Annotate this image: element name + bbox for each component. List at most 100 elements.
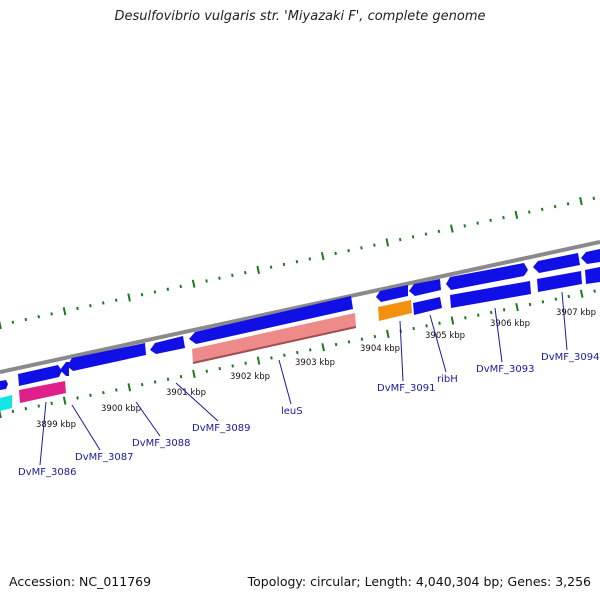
ruler-tick bbox=[514, 210, 519, 219]
ruler-tick bbox=[386, 329, 390, 338]
ruler-tick bbox=[450, 316, 455, 325]
ruler-tick bbox=[127, 293, 131, 302]
ruler-tick bbox=[579, 196, 583, 206]
ruler-tick bbox=[218, 366, 222, 371]
gene-magenta[interactable] bbox=[19, 381, 66, 403]
gene-arrow[interactable] bbox=[537, 271, 582, 292]
ruler-tick bbox=[438, 321, 441, 325]
ruler-tick bbox=[566, 202, 570, 206]
gene-label[interactable]: ribH bbox=[437, 374, 458, 385]
ruler-tick bbox=[424, 232, 428, 236]
gene-arrow[interactable] bbox=[0, 380, 8, 390]
gene-arrow[interactable] bbox=[67, 343, 146, 371]
ruler-tick bbox=[62, 396, 67, 405]
ruler-tick bbox=[270, 356, 273, 360]
ruler-tick bbox=[554, 297, 558, 301]
ruler-tick bbox=[295, 259, 299, 264]
ruler-tick bbox=[398, 237, 402, 242]
gene-cyan[interactable] bbox=[0, 395, 12, 411]
gene-arrow[interactable] bbox=[376, 285, 408, 302]
ruler-tick bbox=[243, 270, 247, 275]
gene-label[interactable]: DvMF_3087 bbox=[75, 452, 133, 463]
gene-arrow[interactable] bbox=[446, 263, 528, 290]
tick-label: 3907 kbp bbox=[556, 308, 596, 318]
ruler-tick bbox=[37, 315, 41, 319]
gene-arrow[interactable] bbox=[585, 267, 600, 284]
ruler-tick bbox=[320, 252, 325, 261]
genome-backbone bbox=[0, 240, 600, 374]
ruler-tick bbox=[89, 393, 92, 397]
ruler-tick bbox=[489, 218, 492, 223]
label-leaders bbox=[39, 291, 568, 466]
ruler-tick bbox=[205, 279, 208, 283]
ruler-tick bbox=[308, 348, 312, 352]
ruler-tick bbox=[373, 243, 376, 247]
genome-summary-text: Topology: circular; Length: 4,040,304 bp… bbox=[247, 574, 591, 589]
ruler-tick bbox=[140, 382, 144, 387]
ruler-tick bbox=[476, 221, 479, 225]
gene-track-inner bbox=[0, 267, 600, 411]
gene-arrow[interactable] bbox=[533, 253, 580, 273]
ruler-tick bbox=[140, 293, 144, 297]
ruler-tick bbox=[347, 248, 350, 253]
ruler-tick bbox=[205, 369, 209, 373]
ruler-tick bbox=[282, 262, 286, 267]
ruler-tick bbox=[489, 310, 493, 315]
gene-label[interactable]: DvMF_3091 bbox=[377, 383, 435, 394]
ruler-tick bbox=[0, 320, 2, 330]
gene-label[interactable]: DvMF_3086 bbox=[18, 467, 76, 478]
tick-label: 3904 kbp bbox=[360, 344, 400, 354]
gene-label[interactable]: DvMF_3089 bbox=[192, 423, 250, 434]
ruler-tick bbox=[593, 289, 596, 293]
gene-leuS[interactable] bbox=[192, 313, 356, 363]
ruler-tick bbox=[360, 337, 364, 341]
gene-arrow[interactable] bbox=[18, 365, 62, 386]
ruler-tick bbox=[24, 317, 28, 322]
ruler-tick bbox=[502, 215, 505, 220]
ruler-tick bbox=[50, 312, 53, 316]
ruler-tick bbox=[89, 304, 92, 308]
ruler-tick bbox=[191, 279, 196, 288]
ruler-tick bbox=[360, 246, 363, 250]
gene-arrow[interactable] bbox=[581, 249, 600, 264]
ruler-tick bbox=[50, 401, 53, 405]
ruler-tick bbox=[528, 302, 532, 307]
ruler-tick bbox=[166, 377, 170, 381]
gene-arrow[interactable] bbox=[450, 281, 531, 308]
ruler-tick bbox=[62, 307, 67, 316]
ruler-tick bbox=[127, 383, 132, 392]
map-title: Desulfovibrio vulgaris str. 'Miyazaki F'… bbox=[114, 9, 486, 24]
gene-arrow[interactable] bbox=[413, 297, 442, 315]
gene-arrow[interactable] bbox=[150, 336, 185, 354]
tick-label: 3900 kbp bbox=[101, 404, 141, 414]
tick-label: 3906 kbp bbox=[490, 319, 530, 329]
ruler-tick bbox=[231, 273, 234, 278]
kbp-tick-labels: 3899 kbp 3900 kbp 3901 kbp 3902 kbp 3903… bbox=[36, 308, 596, 430]
ruler-tick bbox=[541, 300, 545, 304]
ruler-tick bbox=[231, 364, 234, 368]
gene-arrow[interactable] bbox=[189, 296, 353, 344]
gene-label[interactable]: DvMF_3088 bbox=[132, 438, 190, 449]
gene-label[interactable]: DvMF_3093 bbox=[476, 364, 534, 375]
tick-label: 3901 kbp bbox=[166, 388, 206, 398]
ruler-tick bbox=[256, 265, 261, 275]
gene-label[interactable]: leuS bbox=[281, 406, 303, 417]
gene-arrow[interactable] bbox=[409, 279, 441, 296]
tick-label: 3899 kbp bbox=[36, 420, 76, 430]
tick-label: 3903 kbp bbox=[295, 358, 335, 368]
ruler-tick bbox=[37, 404, 41, 408]
ruler-tick bbox=[114, 298, 118, 302]
gene-arrow[interactable] bbox=[60, 362, 69, 376]
ruler-tick bbox=[102, 390, 105, 395]
ruler-tick bbox=[450, 224, 454, 233]
ruler-tick bbox=[464, 316, 467, 320]
ruler-tick bbox=[179, 374, 183, 379]
ruler-tick bbox=[411, 235, 415, 239]
ruler-tick bbox=[76, 306, 79, 311]
gene-orange[interactable] bbox=[378, 300, 412, 321]
ruler-tick bbox=[218, 276, 221, 280]
ruler-tick bbox=[334, 251, 337, 256]
gene-label[interactable]: DvMF_3094 bbox=[541, 352, 599, 363]
ruler-tick bbox=[256, 356, 261, 365]
